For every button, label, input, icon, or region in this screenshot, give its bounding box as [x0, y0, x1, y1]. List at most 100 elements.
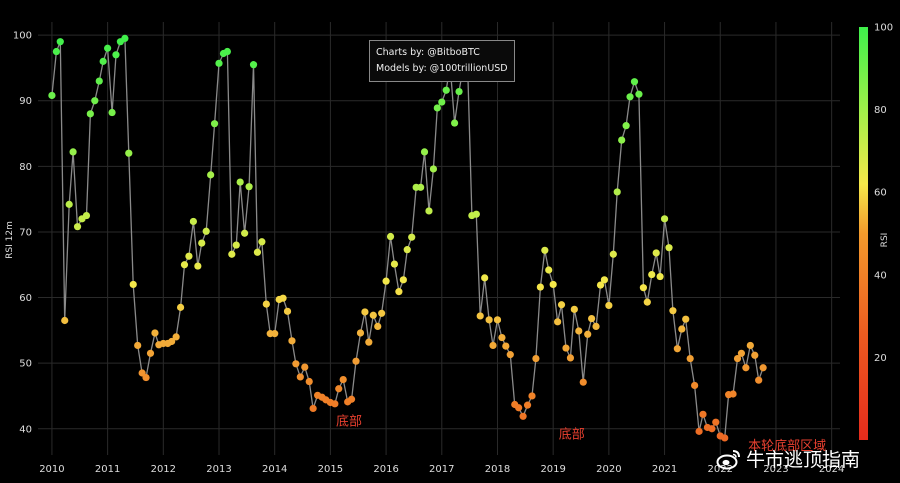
- data-point: [515, 404, 523, 412]
- data-point: [112, 51, 120, 59]
- data-point: [86, 110, 94, 118]
- data-point: [48, 91, 56, 100]
- annotation-label: 底部: [559, 427, 585, 443]
- data-point: [545, 266, 553, 274]
- data-point: [575, 327, 583, 335]
- data-point: [194, 262, 202, 270]
- data-point: [742, 364, 750, 372]
- y-tick-label: 70: [19, 227, 32, 238]
- data-point: [673, 345, 681, 353]
- colorbar: [859, 27, 868, 440]
- data-point: [134, 341, 142, 350]
- data-point: [584, 330, 592, 338]
- data-point: [151, 329, 159, 337]
- data-point: [648, 270, 656, 279]
- data-point: [352, 357, 360, 365]
- data-point: [729, 390, 737, 398]
- x-tick-label: 2013: [206, 464, 231, 475]
- data-point: [476, 312, 484, 320]
- colorbar-tick-label: 20: [874, 353, 887, 364]
- watermark: 牛市逃顶指南: [716, 445, 860, 472]
- y-axis-ticks: 40 50 60 70 80 90 100: [13, 31, 32, 436]
- data-point: [708, 425, 716, 433]
- data-point: [185, 252, 193, 260]
- data-point: [241, 229, 249, 237]
- colorbar-tick-label: 40: [874, 270, 887, 281]
- data-point: [532, 354, 540, 363]
- credit-charts: Charts by: @BitboBTC: [376, 47, 480, 58]
- data-point: [751, 351, 759, 359]
- data-point: [493, 316, 502, 324]
- data-point: [455, 87, 463, 96]
- x-tick-label: 2011: [95, 464, 120, 475]
- data-point: [643, 298, 651, 306]
- x-tick-label: 2010: [39, 464, 64, 475]
- data-point: [746, 341, 754, 350]
- x-tick-label: 2014: [262, 464, 287, 475]
- data-point: [125, 149, 133, 157]
- data-point: [699, 410, 707, 418]
- grid-lines: [38, 22, 840, 455]
- data-point: [523, 401, 532, 409]
- data-point: [390, 260, 399, 268]
- data-point: [52, 47, 60, 56]
- data-point: [309, 404, 317, 413]
- data-point: [588, 314, 596, 323]
- data-point: [425, 207, 433, 215]
- data-point: [104, 44, 112, 52]
- data-point: [721, 434, 729, 442]
- x-axis-ticks: 2010 2011 2012 2013 2014 2015 2016 2017 2018 2019…: [39, 464, 844, 475]
- data-point: [180, 261, 189, 269]
- data-point: [554, 318, 562, 326]
- y-axis-label: RSI 12m: [5, 221, 15, 259]
- data-point: [258, 238, 266, 246]
- data-point: [592, 322, 600, 331]
- data-point: [347, 395, 356, 403]
- data-point: [737, 349, 746, 357]
- data-point: [630, 78, 639, 86]
- data-point: [429, 165, 438, 173]
- data-point: [121, 34, 129, 43]
- data-point: [249, 61, 258, 69]
- data-point: [335, 385, 343, 393]
- data-point: [331, 400, 339, 408]
- rsi-data-points: [48, 34, 767, 442]
- x-tick-label: 2020: [596, 464, 621, 475]
- data-point: [506, 351, 514, 359]
- colorbar-label: RSI: [880, 233, 890, 248]
- data-point: [600, 276, 609, 284]
- data-point: [361, 308, 369, 316]
- data-point: [656, 272, 664, 281]
- data-point: [536, 283, 544, 291]
- rsi-series-line: [51, 37, 764, 439]
- data-point: [365, 338, 373, 346]
- data-point: [168, 337, 176, 346]
- data-point: [279, 294, 287, 302]
- data-point: [69, 148, 77, 156]
- data-point: [733, 354, 742, 363]
- y-tick-label: 90: [19, 96, 32, 107]
- data-point: [129, 280, 137, 289]
- data-point: [271, 330, 279, 338]
- x-tick-label: 2023: [763, 464, 788, 475]
- data-point: [296, 373, 304, 381]
- data-point: [489, 341, 497, 350]
- data-point: [228, 250, 236, 258]
- data-point: [691, 381, 699, 390]
- data-point: [292, 360, 300, 368]
- data-point: [108, 108, 116, 117]
- data-point: [374, 322, 382, 331]
- data-point: [759, 364, 767, 372]
- data-point: [433, 104, 441, 112]
- x-tick-label: 2022: [708, 464, 733, 475]
- data-point: [202, 227, 210, 235]
- data-point: [613, 188, 621, 196]
- weibo-logo-icon: [716, 449, 740, 469]
- data-point: [639, 284, 647, 292]
- data-point: [660, 215, 669, 223]
- x-tick-label: 2012: [151, 464, 176, 475]
- data-point: [605, 301, 613, 310]
- x-tick-label: 2019: [540, 464, 565, 475]
- data-point: [82, 211, 91, 220]
